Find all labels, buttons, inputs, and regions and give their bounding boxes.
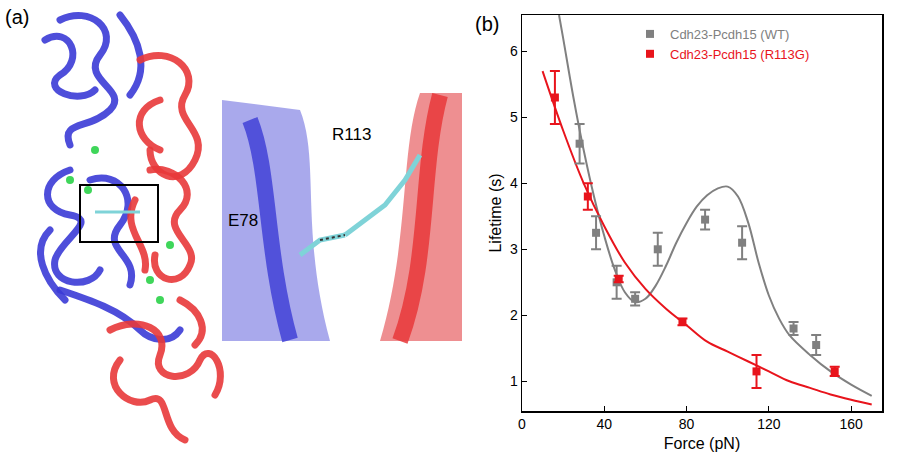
- svg-text:Lifetime (s): Lifetime (s): [487, 173, 504, 252]
- svg-text:1: 1: [510, 373, 518, 389]
- svg-text:3: 3: [510, 241, 518, 257]
- svg-text:80: 80: [679, 416, 695, 432]
- svg-text:Cdh23-Pcdh15 (WT): Cdh23-Pcdh15 (WT): [670, 27, 789, 42]
- svg-text:160: 160: [839, 416, 863, 432]
- svg-text:4: 4: [510, 175, 518, 191]
- svg-text:5: 5: [510, 109, 518, 125]
- svg-text:0: 0: [518, 416, 526, 432]
- svg-text:Force (pN): Force (pN): [664, 435, 740, 452]
- svg-text:Cdh23-Pcdh15 (R113G): Cdh23-Pcdh15 (R113G): [670, 47, 809, 62]
- svg-text:40: 40: [597, 416, 613, 432]
- svg-text:6: 6: [510, 43, 518, 59]
- svg-text:(a): (a): [5, 6, 29, 28]
- svg-text:120: 120: [757, 416, 781, 432]
- svg-text:2: 2: [510, 307, 518, 323]
- svg-text:(b): (b): [475, 13, 499, 35]
- svg-text:E78: E78: [228, 211, 258, 230]
- svg-text:R113: R113: [332, 125, 371, 144]
